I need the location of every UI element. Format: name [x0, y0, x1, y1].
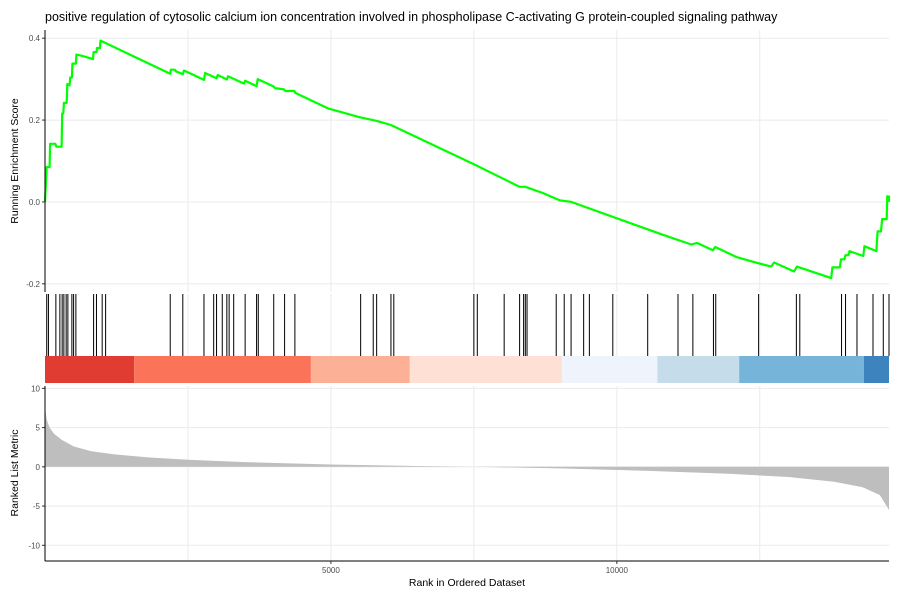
color-bar-segment	[409, 356, 562, 383]
ranked-metric-tick-label: -5	[33, 502, 41, 511]
ranked-metric-tick-label: -10	[28, 541, 40, 550]
running-score-tick-label: 0.2	[29, 116, 41, 125]
gene-hit-marks	[46, 294, 890, 356]
running-score-tick-label: 0.4	[29, 34, 41, 43]
running-score-tick-label: -0.2	[26, 280, 40, 289]
chart-title: positive regulation of cytosolic calcium…	[45, 10, 778, 24]
ranked-metric-axis-title: Ranked List Metric	[9, 430, 21, 517]
x-tick-label: 5000	[322, 566, 340, 575]
running-score-gridlines	[45, 30, 889, 292]
color-bar-segment	[561, 356, 658, 383]
ranked-metric-tick-label: 10	[31, 384, 40, 393]
ranked-metric-y-ticks: 10 5 0 -5 -10	[28, 384, 45, 550]
running-score-tick-label: 0.0	[29, 198, 41, 207]
running-score-axis-title: Running Enrichment Score	[9, 98, 21, 224]
gene-hits-panel	[46, 294, 890, 356]
ranked-metric-panel: 10 5 0 -5 -10 5000 10000 Ranked List Metric R…	[9, 384, 889, 589]
color-bar-segment	[45, 356, 135, 383]
running-score-panel: 0.4 0.2 0.0 -0.2 Running Enrichment Score	[9, 30, 891, 292]
x-tick-label: 10000	[606, 566, 629, 575]
color-bar-segment	[863, 356, 889, 383]
x-axis-title: Rank in Ordered Dataset	[409, 577, 525, 589]
rank-color-bar	[45, 356, 889, 383]
color-bar-segment	[310, 356, 410, 383]
ranked-metric-tick-label: 5	[36, 424, 41, 433]
color-bar-segment	[657, 356, 740, 383]
x-axis-ticks: 5000 10000	[322, 561, 628, 575]
ranked-metric-tick-label: 0	[36, 463, 41, 472]
running-enrichment-score-line	[43, 39, 891, 280]
color-bar-segment	[739, 356, 864, 383]
color-bar-segment	[134, 356, 311, 383]
